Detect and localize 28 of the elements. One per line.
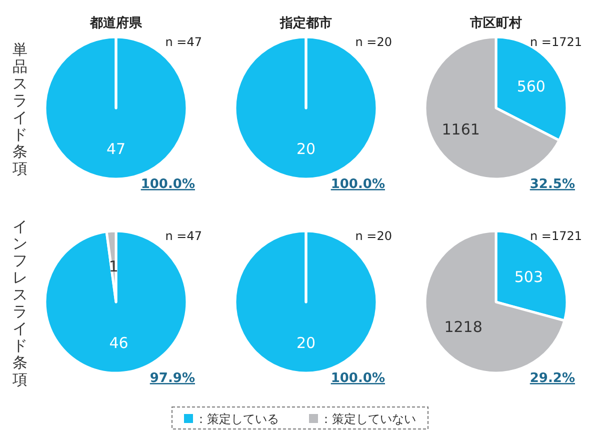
chart-title: 都道府県 <box>89 15 143 31</box>
text: n =20 <box>355 229 392 243</box>
text: 32.5% <box>530 177 575 192</box>
text: インフレスライド条項 <box>12 218 28 388</box>
data-label: 1161 <box>442 120 480 138</box>
chart-title: 市区町村 <box>469 15 522 31</box>
data-label: 1218 <box>444 318 482 336</box>
text: n =47 <box>165 35 202 49</box>
legend-label: ：策定している <box>195 412 279 426</box>
text: 100.0% <box>140 177 195 192</box>
data-label: 47 <box>106 140 126 158</box>
text: 97.9% <box>150 371 195 386</box>
text: n =1721 <box>530 35 582 49</box>
data-label: 1 <box>108 258 118 276</box>
text: n =47 <box>165 229 202 243</box>
data-label: 20 <box>296 140 316 158</box>
data-label: 46 <box>109 334 128 352</box>
text: n =1721 <box>530 229 582 243</box>
legend-label: ：策定していない <box>320 412 416 426</box>
text: 100.0% <box>330 371 385 386</box>
text: n =20 <box>355 35 392 49</box>
text: 単品スライド条項 <box>12 40 28 178</box>
chart-title: 指定都市 <box>279 15 332 31</box>
data-label: 20 <box>296 334 316 352</box>
data-label: 503 <box>514 268 544 286</box>
text: 100.0% <box>330 177 385 192</box>
text: 29.2% <box>530 371 575 386</box>
data-label: 560 <box>516 78 546 96</box>
